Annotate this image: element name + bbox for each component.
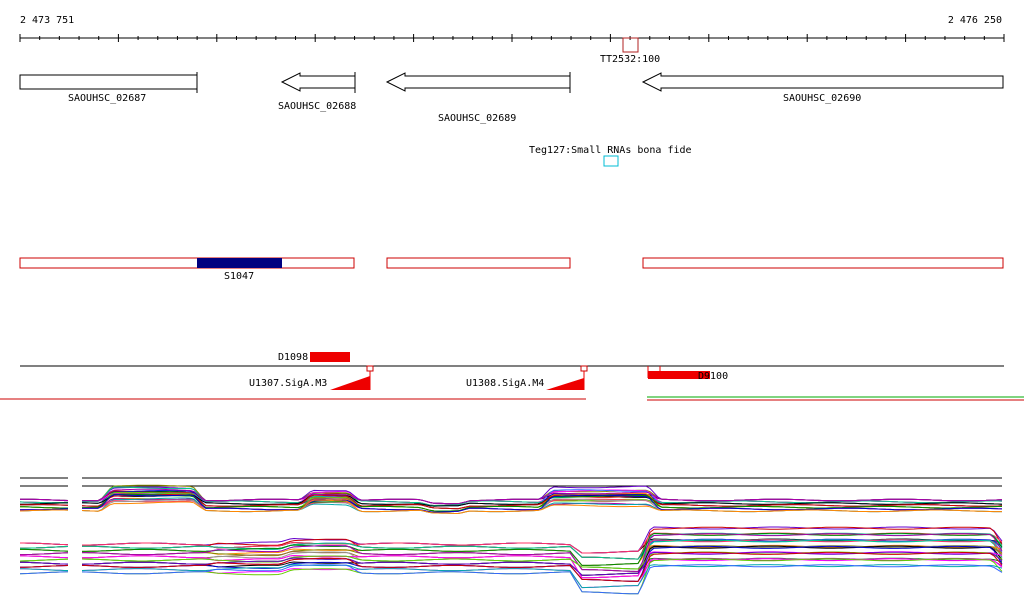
coverage-trace bbox=[19, 499, 1002, 515]
promoter-triangle[interactable] bbox=[330, 376, 370, 390]
s1047-feature[interactable] bbox=[197, 258, 282, 268]
gene-arrow[interactable] bbox=[280, 72, 356, 92]
promoter-u1308[interactable]: U1308.SigA.M4 bbox=[466, 365, 588, 390]
promoter-label: U1308.SigA.M4 bbox=[466, 378, 544, 389]
coordinate-ruler: 2 473 751 2 476 250 bbox=[19, 15, 1005, 42]
coverage-trace bbox=[20, 532, 1003, 566]
promoter-label: U1307.SigA.M3 bbox=[249, 378, 327, 389]
coverage-trace bbox=[20, 545, 1003, 582]
gene-saouhsc-02688[interactable]: SAOUHSC_02688 bbox=[278, 72, 356, 112]
coverage-trace bbox=[19, 494, 1003, 510]
right-feature-bar[interactable] bbox=[648, 371, 710, 379]
gene-label: SAOUHSC_02689 bbox=[438, 113, 516, 124]
coverage-track-lower bbox=[19, 526, 1003, 595]
ruler-ticks bbox=[19, 34, 1005, 42]
d1098-feature[interactable] bbox=[310, 352, 350, 362]
gene-label: SAOUHSC_02690 bbox=[783, 93, 861, 104]
right-feature[interactable]: D9100 bbox=[647, 366, 728, 382]
gene-saouhsc-02689[interactable]: SAOUHSC_02689 bbox=[385, 72, 571, 124]
terminator-box[interactable] bbox=[622, 37, 639, 53]
promoter-triangle[interactable] bbox=[546, 378, 584, 390]
coverage-trace bbox=[19, 494, 1003, 513]
d1098-label: D1098 bbox=[278, 352, 308, 363]
coverage-trace bbox=[19, 493, 1003, 512]
gene-arrow[interactable] bbox=[641, 72, 1004, 92]
gene-saouhsc-02690[interactable]: SAOUHSC_02690 bbox=[641, 72, 1004, 104]
coverage-trace bbox=[19, 551, 1003, 576]
coverage-trace bbox=[20, 488, 1003, 505]
signal-track: D1098 U1307.SigA.M3 U1308.SigA.M4 D9100 bbox=[0, 352, 1024, 401]
gene-track: SAOUHSC_02687 SAOUHSC_02688 SAOUHSC_0268… bbox=[19, 72, 1004, 124]
promoter-u1307[interactable]: U1307.SigA.M3 bbox=[249, 365, 374, 390]
gene-arrow[interactable] bbox=[385, 72, 571, 92]
operon-box[interactable] bbox=[386, 257, 571, 269]
terminator-label: TT2532:100 bbox=[600, 54, 660, 65]
coverage-trace bbox=[19, 564, 1003, 589]
gene-arrow[interactable] bbox=[19, 74, 198, 90]
gene-label: SAOUHSC_02688 bbox=[278, 101, 356, 112]
small-rna-label: Teg127:Small RNAs bona fide bbox=[529, 145, 692, 156]
small-rna-box[interactable] bbox=[603, 155, 619, 167]
small-rna-feature[interactable]: Teg127:Small RNAs bona fide bbox=[529, 145, 692, 167]
operon-track: S1047 bbox=[19, 257, 1004, 282]
operon-box[interactable] bbox=[642, 257, 1004, 269]
coverage-trace bbox=[20, 551, 1003, 582]
terminator-feature[interactable]: TT2532:100 bbox=[600, 37, 660, 65]
gene-saouhsc-02687[interactable]: SAOUHSC_02687 bbox=[19, 72, 198, 104]
operon-box[interactable] bbox=[19, 257, 355, 269]
coverage-trace bbox=[20, 533, 1003, 573]
coverage-trace bbox=[19, 564, 1003, 595]
coverage-track-upper bbox=[19, 477, 1003, 515]
right-feature-label: D9100 bbox=[698, 371, 728, 382]
coverage-trace bbox=[19, 558, 1003, 595]
gene-label: SAOUHSC_02687 bbox=[68, 93, 146, 104]
s1047-label: S1047 bbox=[224, 271, 254, 282]
ruler-end-label: 2 476 250 bbox=[948, 15, 1002, 26]
ruler-start-label: 2 473 751 bbox=[20, 15, 74, 26]
